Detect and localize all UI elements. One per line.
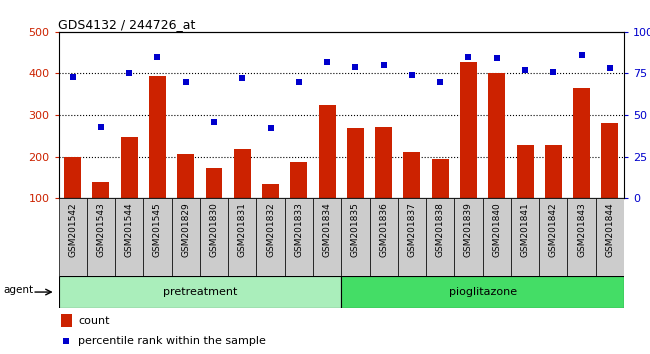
Bar (291, 162, 307, 198)
FancyBboxPatch shape (596, 198, 624, 276)
FancyBboxPatch shape (256, 198, 285, 276)
FancyBboxPatch shape (200, 198, 228, 276)
Bar (545, 145, 562, 198)
FancyBboxPatch shape (58, 276, 341, 308)
Text: GSM201542: GSM201542 (68, 202, 77, 257)
Text: GSM201543: GSM201543 (96, 202, 105, 257)
Point (237, 76, 248, 81)
Point (68, 74, 78, 80)
FancyBboxPatch shape (172, 198, 200, 276)
Bar (601, 124, 618, 198)
Text: GDS4132 / 244726_at: GDS4132 / 244726_at (58, 18, 196, 31)
FancyBboxPatch shape (454, 198, 482, 276)
FancyBboxPatch shape (341, 198, 369, 276)
FancyBboxPatch shape (398, 198, 426, 276)
Bar (432, 159, 448, 198)
Bar (177, 154, 194, 198)
Text: GSM201545: GSM201545 (153, 202, 162, 257)
FancyBboxPatch shape (511, 198, 540, 276)
FancyBboxPatch shape (313, 198, 341, 276)
Point (96, 124, 106, 130)
Bar (488, 74, 505, 198)
Text: GSM201832: GSM201832 (266, 202, 275, 257)
Bar (149, 76, 166, 198)
Bar (234, 149, 251, 198)
Point (61, 338, 72, 344)
Point (491, 56, 502, 61)
FancyBboxPatch shape (58, 198, 87, 276)
Bar (404, 153, 421, 198)
Point (209, 119, 219, 125)
Bar (347, 127, 364, 198)
Point (435, 79, 445, 85)
Point (577, 52, 587, 58)
Bar (92, 182, 109, 198)
Bar (318, 105, 335, 198)
Point (152, 54, 162, 59)
FancyBboxPatch shape (540, 198, 567, 276)
Text: GSM201839: GSM201839 (464, 202, 473, 257)
FancyBboxPatch shape (143, 198, 172, 276)
Text: agent: agent (3, 285, 33, 296)
Bar (517, 145, 534, 198)
Text: GSM201838: GSM201838 (436, 202, 445, 257)
FancyBboxPatch shape (228, 198, 256, 276)
FancyBboxPatch shape (115, 198, 143, 276)
Point (265, 126, 276, 131)
Point (181, 79, 191, 85)
Point (548, 69, 558, 75)
Text: GSM201834: GSM201834 (322, 202, 332, 257)
Text: GSM201829: GSM201829 (181, 202, 190, 257)
Text: GSM201831: GSM201831 (238, 202, 247, 257)
Point (294, 79, 304, 85)
Bar (121, 137, 138, 198)
Bar (262, 184, 279, 198)
Text: GSM201836: GSM201836 (379, 202, 388, 257)
FancyBboxPatch shape (285, 198, 313, 276)
Text: GSM201833: GSM201833 (294, 202, 304, 257)
Bar (573, 88, 590, 198)
FancyBboxPatch shape (369, 198, 398, 276)
Point (520, 67, 530, 73)
Text: percentile rank within the sample: percentile rank within the sample (78, 336, 266, 346)
Bar (205, 168, 222, 198)
Text: count: count (78, 316, 110, 326)
Point (124, 71, 135, 76)
Point (378, 62, 389, 68)
Text: GSM201544: GSM201544 (125, 202, 134, 257)
Text: GSM201843: GSM201843 (577, 202, 586, 257)
Point (407, 72, 417, 78)
Text: GSM201840: GSM201840 (492, 202, 501, 257)
Bar (64, 156, 81, 198)
Bar (61, 314, 72, 327)
Text: GSM201835: GSM201835 (351, 202, 360, 257)
Text: GSM201841: GSM201841 (521, 202, 530, 257)
Text: GSM201844: GSM201844 (605, 202, 614, 257)
Bar (460, 62, 477, 198)
FancyBboxPatch shape (341, 276, 624, 308)
FancyBboxPatch shape (567, 198, 596, 276)
Point (463, 54, 474, 59)
Text: pretreatment: pretreatment (162, 287, 237, 297)
Text: GSM201842: GSM201842 (549, 202, 558, 257)
Bar (375, 127, 392, 198)
Text: pioglitazone: pioglitazone (448, 287, 517, 297)
FancyBboxPatch shape (482, 198, 511, 276)
Text: GSM201837: GSM201837 (408, 202, 417, 257)
Text: GSM201830: GSM201830 (209, 202, 218, 257)
Point (604, 65, 615, 71)
Point (322, 59, 332, 65)
Point (350, 64, 361, 70)
FancyBboxPatch shape (426, 198, 454, 276)
FancyBboxPatch shape (87, 198, 115, 276)
